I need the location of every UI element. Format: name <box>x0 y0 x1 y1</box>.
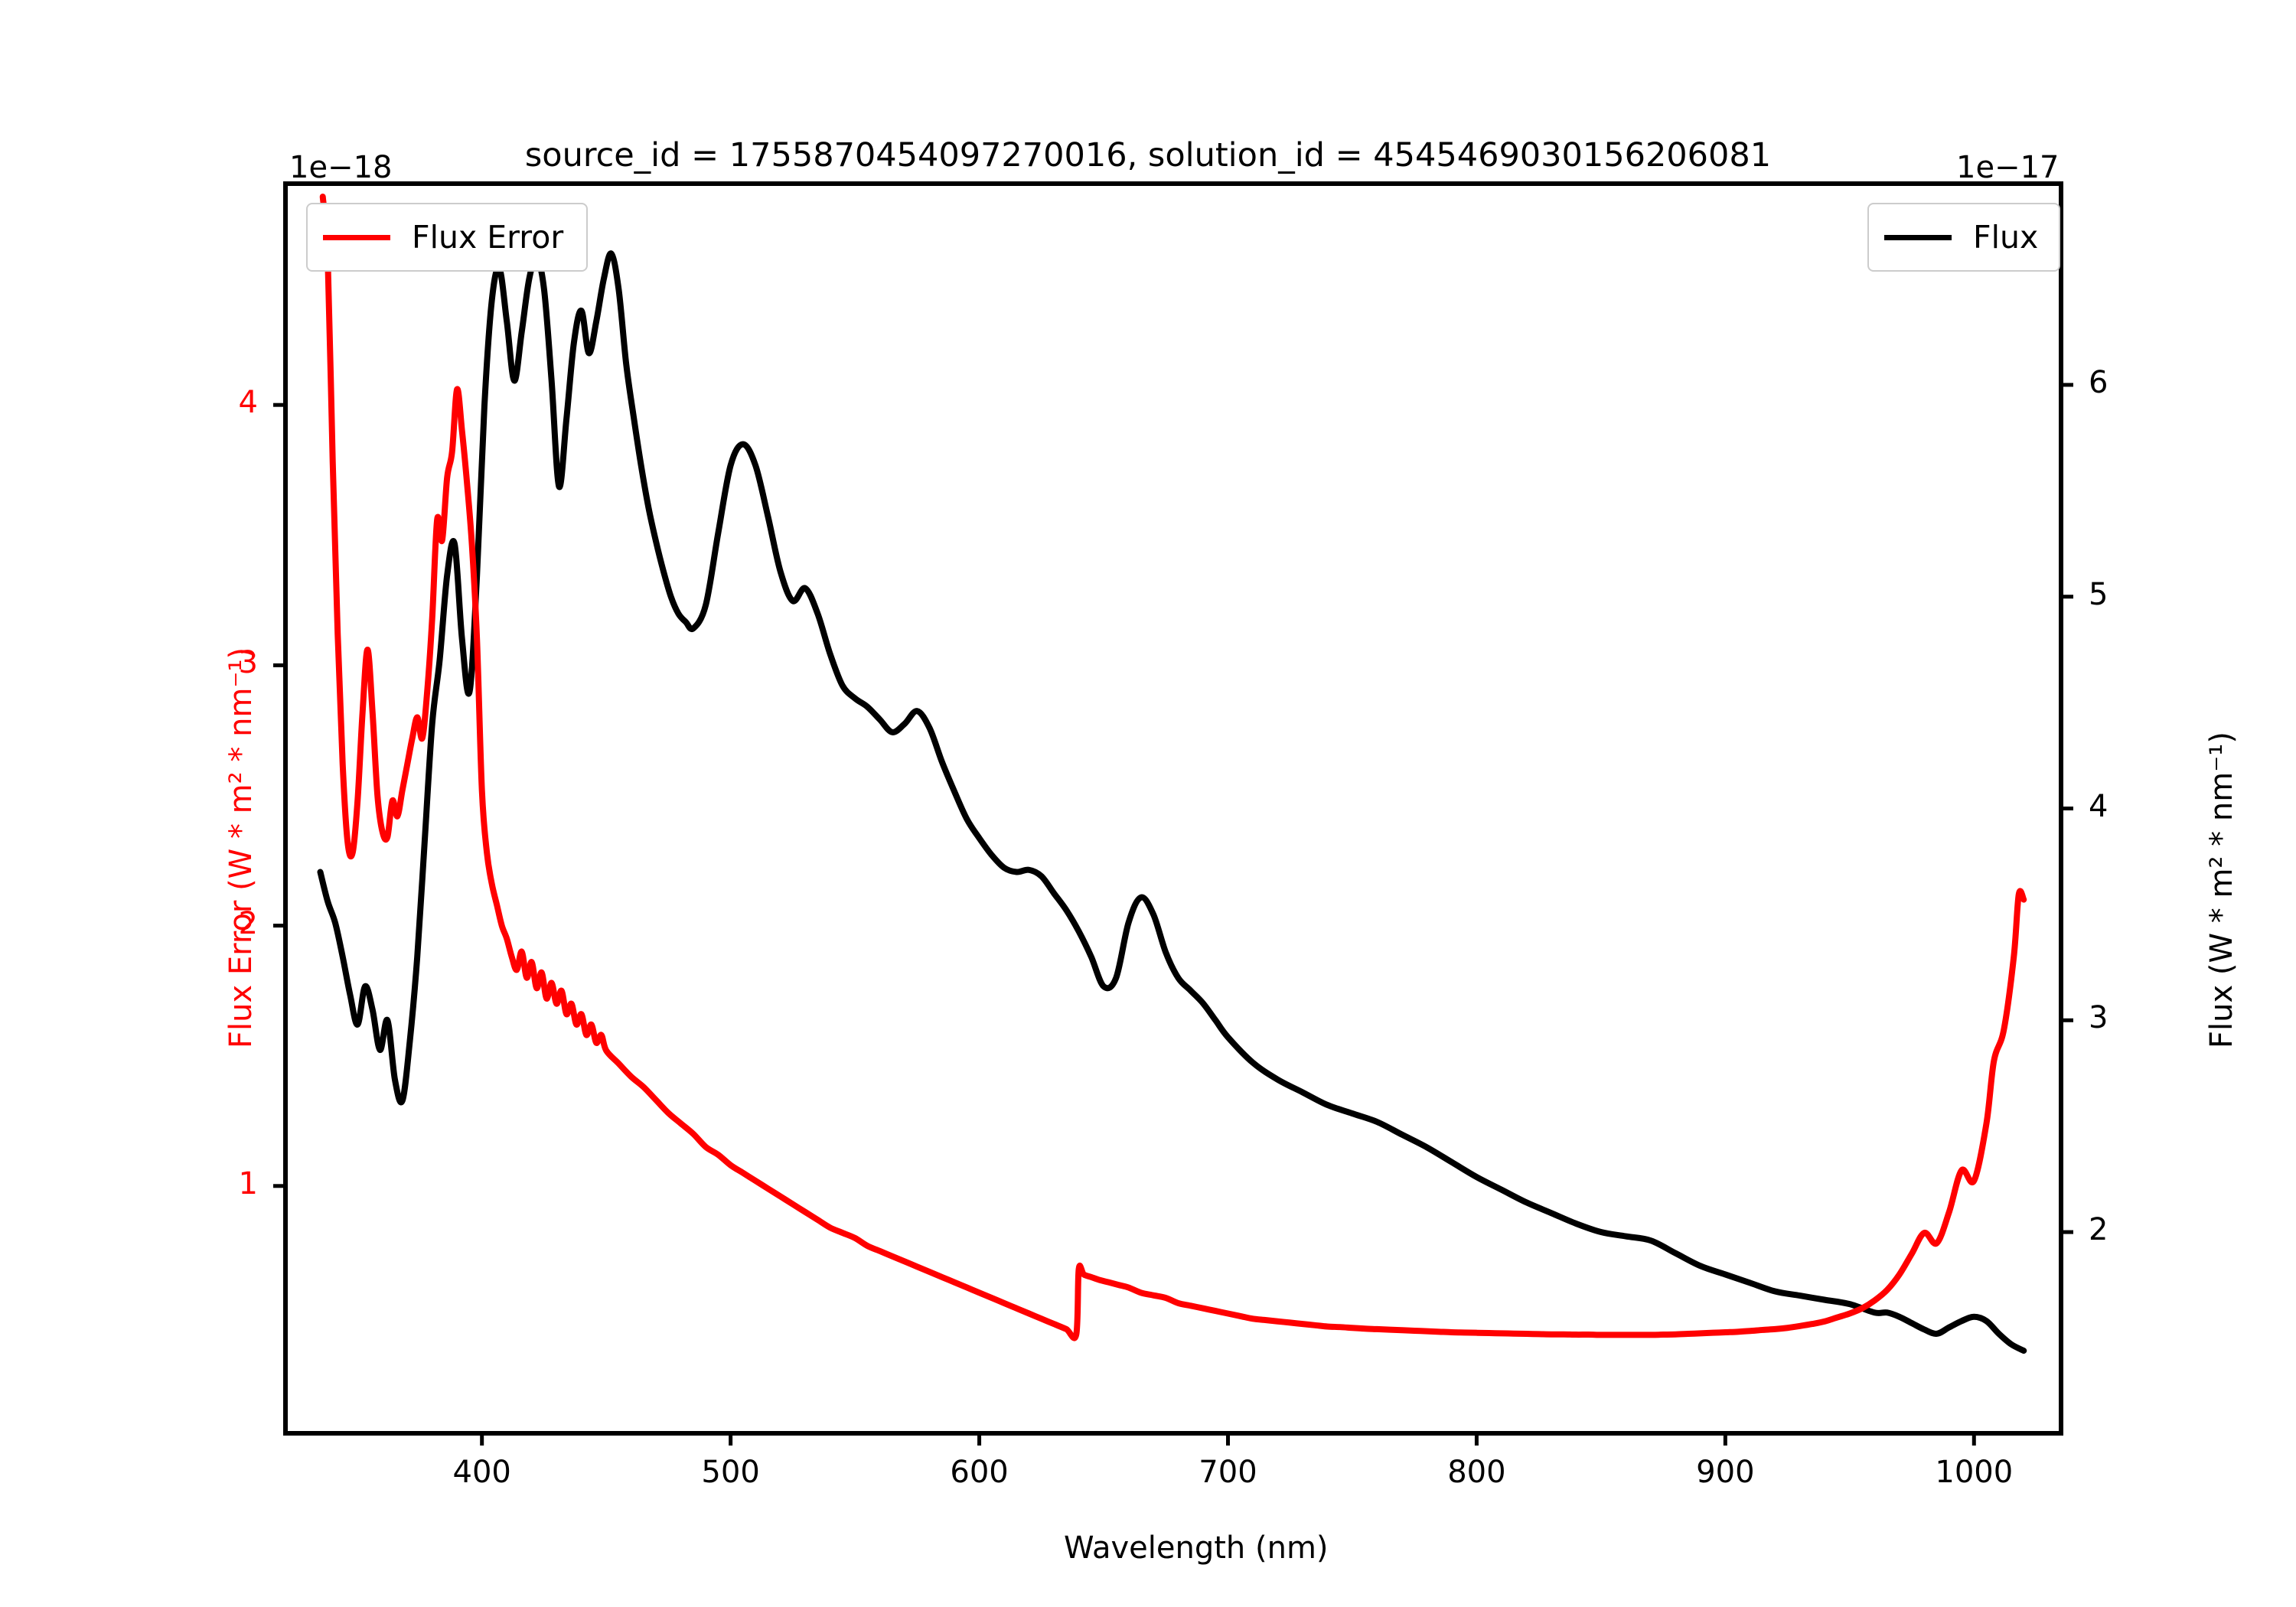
left-y-axis-label: Flux Error (W * m² * nm⁻¹) <box>223 647 259 1048</box>
axis-tick-label: 2 <box>238 905 258 941</box>
x-axis-ticks <box>480 1433 1976 1446</box>
axis-tick-label: 500 <box>701 1455 760 1490</box>
axis-tick-label: 900 <box>1696 1455 1755 1490</box>
axis-tick-label: 700 <box>1199 1455 1257 1490</box>
axis-tick-label: 5 <box>2089 576 2108 612</box>
axis-tick-label: 2 <box>2089 1212 2108 1248</box>
x-axis-label: Wavelength (nm) <box>1064 1530 1329 1566</box>
axis-tick-label: 400 <box>452 1455 511 1490</box>
legend-flux-error[interactable]: Flux Error <box>306 203 588 272</box>
right-y-axis-label: Flux (W * m² * nm⁻¹) <box>2204 732 2239 1048</box>
axis-tick-label: 3 <box>2089 1000 2108 1036</box>
left-y-axis-ticks <box>273 403 285 1188</box>
right-axis-offset-text: 1e−17 <box>1956 150 2060 185</box>
axis-tick-label: 800 <box>1447 1455 1506 1490</box>
axis-tick-label: 3 <box>238 645 258 681</box>
axis-tick-label: 1000 <box>1935 1455 2014 1490</box>
axis-tick-label: 1 <box>238 1165 258 1201</box>
flux-error-series-line <box>319 194 2027 1341</box>
axis-tick-label: 4 <box>2089 788 2108 824</box>
left-axis-offset-text: 1e−18 <box>289 150 393 185</box>
right-y-axis-ticks <box>2061 383 2073 1234</box>
flux-legend-label: Flux <box>1973 219 2039 256</box>
page-title: source_id = 1755870454097270016, solutio… <box>524 136 1772 174</box>
flux-error-legend-label: Flux Error <box>412 219 564 256</box>
axis-tick-label: 4 <box>238 385 258 421</box>
flux-series-line <box>317 250 2027 1354</box>
axis-tick-label: 6 <box>2089 364 2108 400</box>
flux-legend-swatch <box>1884 234 1952 240</box>
flux-error-legend-swatch <box>323 234 390 240</box>
axis-tick-label: 600 <box>950 1455 1009 1490</box>
legend-flux[interactable]: Flux <box>1867 203 2060 272</box>
